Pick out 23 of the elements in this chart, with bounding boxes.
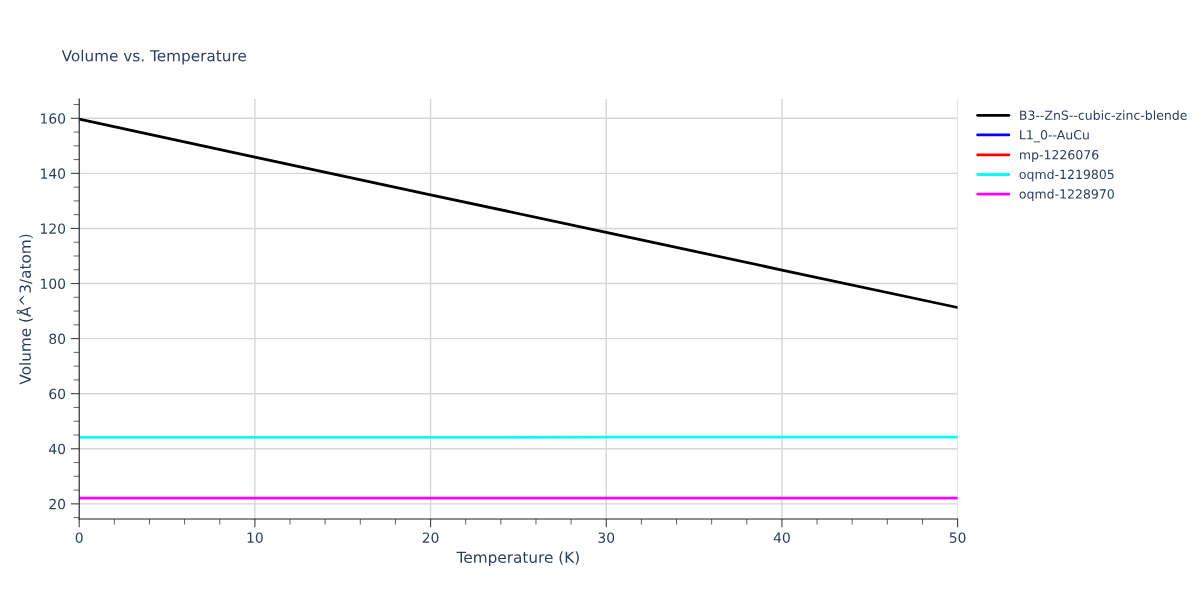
y-tick-label: 60	[49, 388, 66, 400]
x-tick-label: 0	[75, 532, 83, 543]
chart-title: Volume vs. Temperature	[61, 49, 246, 65]
x-axis-title: Temperature (K)	[456, 551, 579, 566]
legend-label: mp-1226076	[1020, 150, 1099, 162]
y-tick-label: 140	[41, 168, 66, 179]
x-tick-label: 10	[247, 532, 263, 543]
y-tick-label: 20	[49, 498, 66, 510]
y-tick-label: 120	[41, 223, 66, 234]
legend-label: oqmd-1228970	[1019, 188, 1114, 202]
legend-label: L1_0--AuCu	[1020, 130, 1089, 143]
y-axis-title: Volume (Å^3/atom)	[16, 234, 33, 385]
y-tick-label: 80	[49, 333, 66, 345]
y-tick-label: 40	[49, 443, 66, 455]
x-tick-label: 20	[422, 532, 439, 543]
x-tick-label: 50	[949, 532, 966, 543]
x-tick-label: 40	[773, 532, 790, 543]
legend-label: oqmd-1219805	[1019, 169, 1114, 182]
line-series	[79, 117, 958, 309]
y-tick-label: 100	[41, 278, 66, 289]
y-tick-label: 160	[41, 113, 66, 124]
legend-label: B3--ZnS--cubic-zinc-blende	[1020, 110, 1187, 120]
x-tick-label: 30	[598, 532, 615, 543]
